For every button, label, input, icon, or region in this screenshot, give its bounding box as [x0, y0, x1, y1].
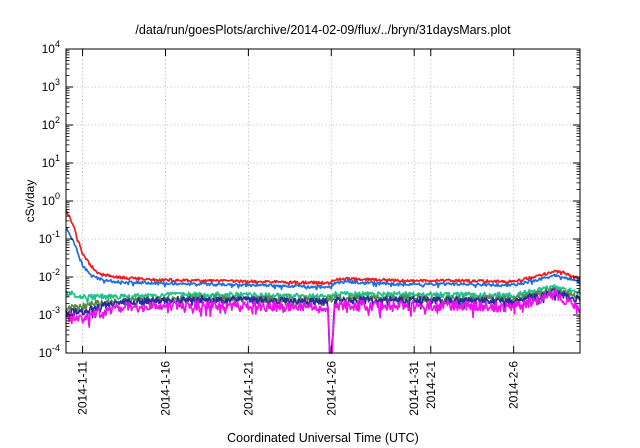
y-tick-label-exp: 1: [55, 153, 60, 163]
y-tick-label-exp: 0: [55, 191, 60, 201]
y-tick-label: 102: [42, 115, 60, 132]
y-tick-label-exp: 3: [55, 77, 60, 87]
y-tick-label-base: 10: [42, 42, 56, 56]
y-tick-label-base: 10: [39, 232, 53, 246]
x-tick-label: 2014-1-31: [407, 361, 421, 416]
y-tick-label-base: 10: [39, 346, 53, 360]
y-tick-label: 10-2: [39, 267, 60, 284]
x-tick-label: 2014-1-16: [158, 361, 172, 416]
y-tick-label-base: 10: [42, 194, 56, 208]
ticks: [66, 48, 580, 354]
x-tick-label: 2014-1-11: [76, 361, 90, 415]
y-tick-label-exp: 4: [55, 39, 60, 49]
y-tick-label-base: 10: [42, 118, 56, 132]
x-tick-label: 2014-1-21: [241, 361, 255, 416]
y-axis-label: cSv/day: [23, 180, 37, 223]
series-line: [65, 283, 581, 305]
y-tick-label-base: 10: [42, 156, 56, 170]
y-tick-label: 10-3: [39, 305, 60, 322]
x-axis-label: Coordinated Universal Time (UTC): [227, 431, 419, 445]
y-tick-label-base: 10: [39, 270, 53, 284]
x-tick-labels: 2014-1-11 2014-1-16 2014-1-21 2014-1-26 2014…: [76, 361, 521, 416]
series-line: [65, 289, 581, 354]
x-tick-label: 2014-2-1: [424, 361, 438, 409]
series-line: [65, 227, 581, 291]
y-tick-label-exp: -2: [52, 267, 60, 277]
x-tick-label: 2014-2-6: [507, 361, 521, 409]
grid: [66, 49, 580, 353]
x-tick-label: 2014-1-26: [324, 361, 338, 416]
y-tick-label: 101: [42, 153, 60, 170]
chart-title: /data/run/goesPlots/archive/2014-02-09/f…: [135, 23, 511, 37]
y-tick-label-exp: -4: [52, 343, 60, 353]
y-tick-label: 104: [42, 39, 60, 56]
series-layer: [65, 209, 581, 354]
y-tick-label-exp: -1: [52, 229, 60, 239]
y-tick-label: 100: [42, 191, 60, 208]
y-tick-label-base: 10: [42, 80, 56, 94]
y-tick-label-exp: 2: [55, 115, 60, 125]
series-line: [65, 209, 581, 286]
y-tick-label: 103: [42, 77, 60, 94]
series-line: [65, 288, 581, 354]
y-tick-label: 10-4: [39, 343, 60, 360]
y-tick-label: 10-1: [39, 229, 60, 246]
y-tick-label-exp: -3: [52, 305, 60, 315]
y-tick-label-base: 10: [39, 308, 53, 322]
